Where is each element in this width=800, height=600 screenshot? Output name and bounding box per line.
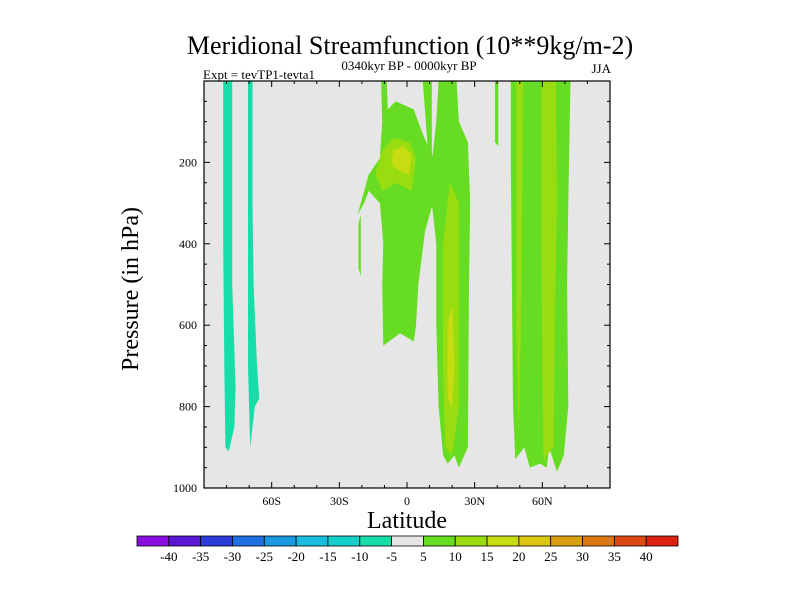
x-tick-label: 0 <box>404 494 410 508</box>
x-tick-label: 60N <box>532 494 553 508</box>
colorbar-label: -10 <box>351 549 368 564</box>
colorbar-label: 15 <box>481 549 494 564</box>
colorbar-swatch <box>486 535 520 547</box>
chart-title: Meridional Streamfunction (10**9kg/m-2) <box>187 31 633 60</box>
colorbar-swatch <box>550 535 583 547</box>
colorbar-swatch <box>136 535 170 547</box>
colorbar-label: 10 <box>449 549 462 564</box>
colorbar-swatch <box>359 535 392 547</box>
x-tick-label: 30S <box>330 494 349 508</box>
colorbar-swatch <box>454 535 488 547</box>
colorbar-label: -35 <box>192 549 209 564</box>
colorbar-swatch <box>645 535 679 547</box>
colorbar-swatch <box>582 535 615 547</box>
colorbar-label: -5 <box>386 549 397 564</box>
x-tick-label: 30N <box>464 494 485 508</box>
colorbar-label: -40 <box>160 549 177 564</box>
experiment-label: Expt = tevTP1-tevta1 <box>203 67 315 82</box>
colorbar-label: -20 <box>287 549 304 564</box>
region-nh-midlat-core-right <box>541 81 557 460</box>
region-sh-polar-cell-left <box>223 81 236 452</box>
colorbar-label: -15 <box>319 549 336 564</box>
region-equatorial-inner-core <box>391 146 412 175</box>
y-tick-label: 600 <box>179 318 197 332</box>
y-tick-label: 800 <box>179 400 197 414</box>
region-sh-polar-cell-right <box>248 81 260 448</box>
region-south-small-blob <box>358 215 361 277</box>
colorbar-label: -30 <box>224 549 241 564</box>
colorbar-label: -25 <box>256 549 273 564</box>
colorbar-swatch <box>327 535 361 547</box>
colorbar-swatch <box>232 535 265 547</box>
contour-fill-layer <box>223 81 571 472</box>
colorbar-swatch <box>263 535 297 547</box>
colorbar: -40 -35 -30 -25 -20 -15 -10 -5 5 10 15 20 25 30 35 40 <box>136 535 679 564</box>
colorbar-swatch <box>295 535 329 547</box>
y-tick-label: 200 <box>179 155 197 169</box>
colorbar-swatch <box>613 535 647 547</box>
colorbar-label: 5 <box>420 549 427 564</box>
colorbar-label: 40 <box>640 549 653 564</box>
colorbar-swatch <box>423 535 456 547</box>
region-equatorial-upper-cell <box>357 81 436 346</box>
colorbar-swatch <box>391 535 424 547</box>
colorbar-swatch <box>168 535 202 547</box>
y-tick-label: 400 <box>179 237 197 251</box>
colorbar-label: 20 <box>512 549 525 564</box>
season-label: JJA <box>591 61 611 76</box>
region-nh-midlat-core-left <box>516 81 524 440</box>
colorbar-label: 25 <box>544 549 557 564</box>
colorbar-label: 35 <box>608 549 621 564</box>
x-axis-label: Latitude <box>367 508 447 534</box>
x-tick-label: 60S <box>262 494 281 508</box>
region-nh-top-small <box>495 81 499 147</box>
colorbar-swatch <box>518 535 552 547</box>
y-axis-label: Pressure (in hPa) <box>118 207 144 371</box>
plot-area: 60S 30S 0 30N 60N 200 400 600 800 1000 <box>173 80 611 508</box>
colorbar-label: 30 <box>576 549 589 564</box>
colorbar-swatch <box>200 535 233 547</box>
y-tick-label: 1000 <box>173 481 197 495</box>
region-trade-wind-inner <box>447 304 455 407</box>
chart-subtitle: 0340kyr BP - 0000kyr BP <box>341 58 476 73</box>
axis-ticks: 60S 30S 0 30N 60N 200 400 600 800 1000 <box>173 81 610 508</box>
